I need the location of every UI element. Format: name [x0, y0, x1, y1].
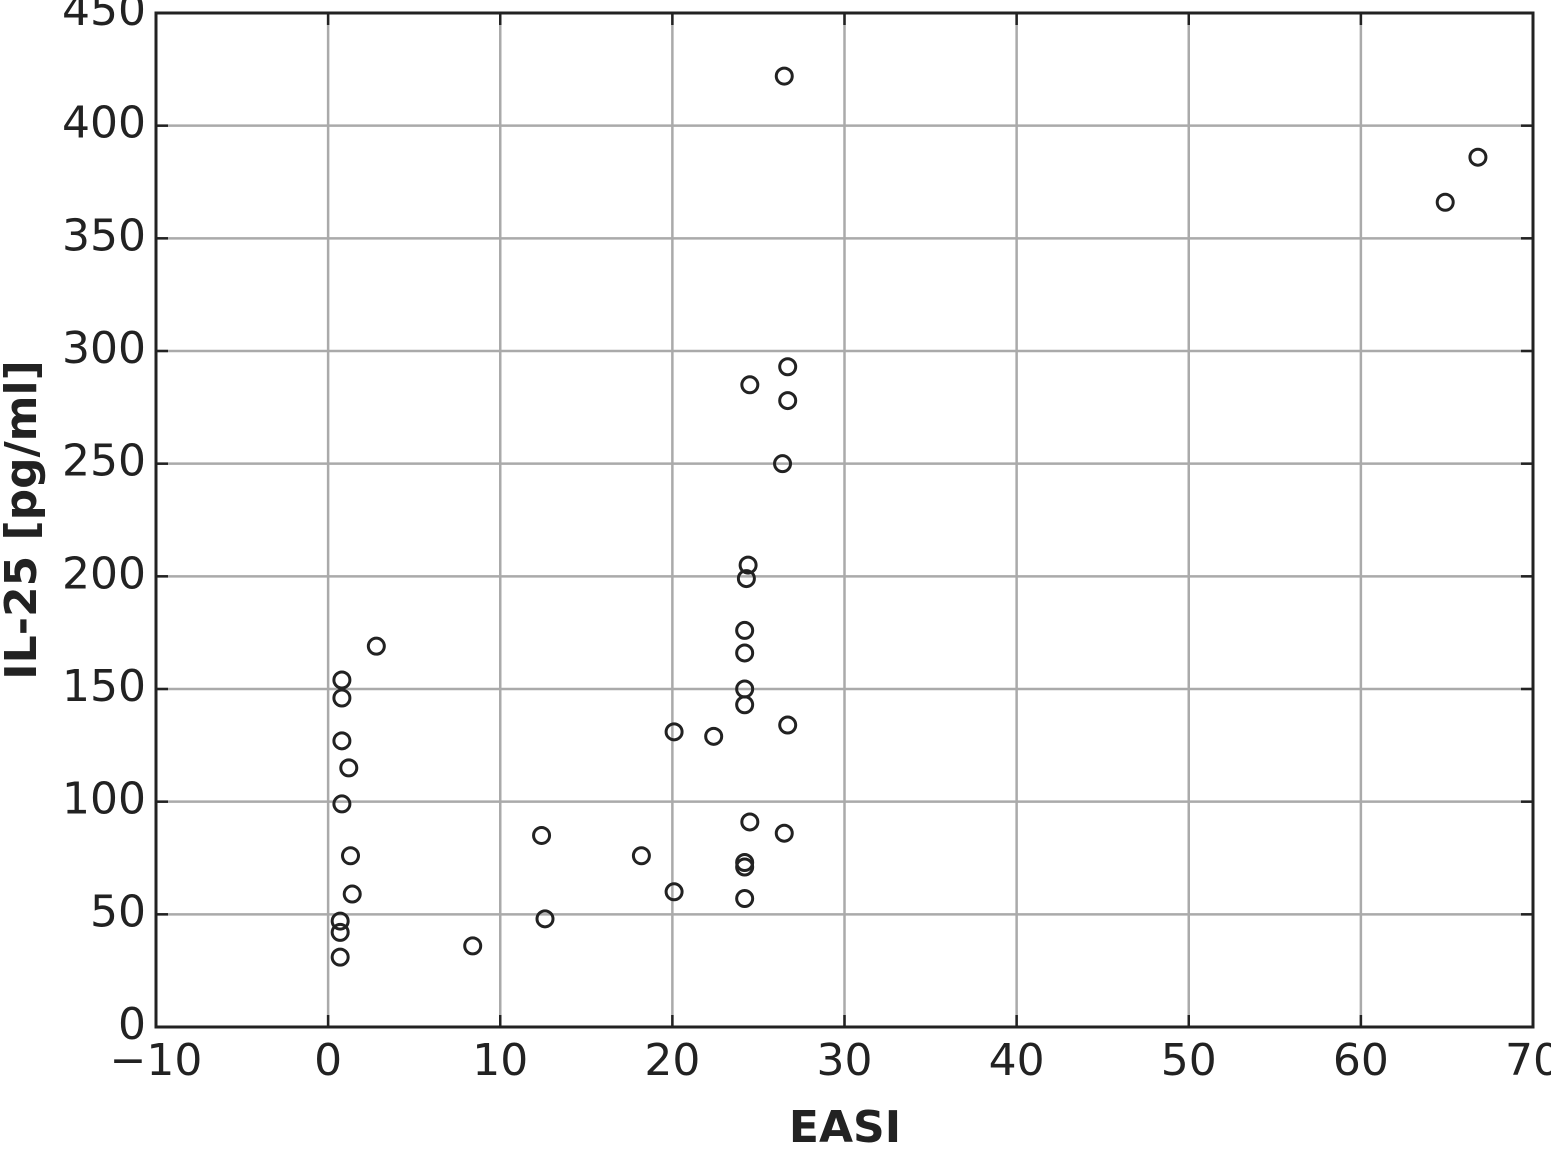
point [778, 357, 798, 377]
point [778, 715, 798, 735]
point [664, 882, 684, 902]
point [535, 909, 555, 929]
point [735, 889, 755, 909]
point [735, 620, 755, 640]
y-tick-label: 50 [90, 886, 146, 937]
point [330, 911, 350, 931]
point [740, 812, 760, 832]
y-tick-label: 350 [62, 210, 146, 261]
point [736, 569, 756, 589]
y-axis-label: IL-25 [pg/ml] [0, 360, 47, 679]
y-tick-label: 400 [62, 98, 146, 149]
x-axis-label: EASI [789, 1102, 901, 1149]
y-tick-label: 250 [62, 436, 146, 487]
point [664, 722, 684, 742]
point [330, 922, 350, 942]
x-tick-label: 60 [1333, 1035, 1389, 1086]
point [342, 884, 362, 904]
point [704, 726, 724, 746]
point [735, 857, 755, 877]
y-tick-label: 100 [62, 774, 146, 825]
y-tick-label: 200 [62, 548, 146, 599]
x-tick-label: 50 [1161, 1035, 1217, 1086]
point [532, 825, 552, 845]
point [1435, 192, 1455, 212]
point [738, 555, 758, 575]
x-tick-label: 10 [472, 1035, 528, 1086]
x-tick-label: 30 [817, 1035, 873, 1086]
point [778, 391, 798, 411]
point [332, 731, 352, 751]
point [740, 375, 760, 395]
point [735, 695, 755, 715]
y-tick-label: 300 [62, 323, 146, 374]
plot-frame [154, 11, 1535, 1029]
point [774, 823, 794, 843]
x-tick-label: 20 [644, 1035, 700, 1086]
y-tick-label: 450 [62, 0, 146, 36]
point [332, 794, 352, 814]
point [463, 936, 483, 956]
point [631, 846, 651, 866]
x-tick-label: 0 [314, 1035, 342, 1086]
point [1468, 147, 1488, 167]
x-tick-label: 70 [1505, 1035, 1551, 1086]
point [332, 670, 352, 690]
point [330, 947, 350, 967]
x-tick-label: 40 [989, 1035, 1045, 1086]
point [774, 66, 794, 86]
point [339, 758, 359, 778]
y-tick-label: 0 [118, 999, 146, 1050]
point [332, 688, 352, 708]
y-tick-label: 150 [62, 661, 146, 712]
point [341, 846, 361, 866]
point [366, 636, 386, 656]
point [735, 643, 755, 663]
point [773, 454, 793, 474]
x-tick-label: −10 [110, 1035, 203, 1086]
